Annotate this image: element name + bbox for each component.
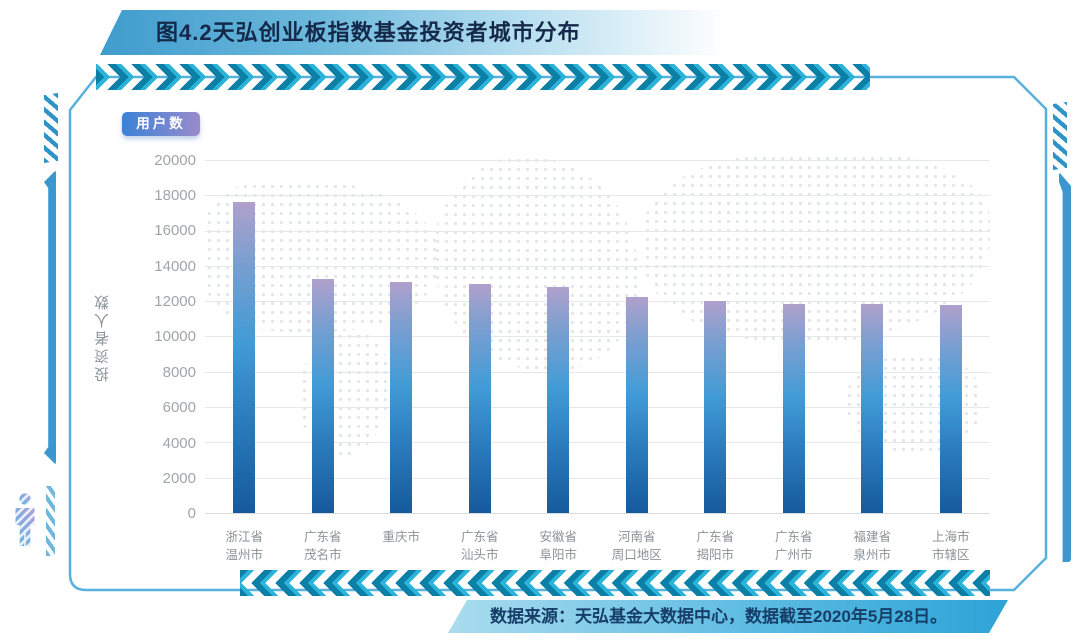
data-source-text: 数据来源：天弘基金大数据中心，数据截至2020年5月28日。 <box>490 607 948 626</box>
x-tick-label: 广东省 汕头市 <box>460 530 499 563</box>
chevron-right-band-icon <box>96 64 870 90</box>
x-tick-label: 河南省 周口地区 <box>611 530 662 563</box>
bar-slot <box>833 160 912 513</box>
legend-badge: 用户数 <box>122 112 200 136</box>
x-tick-label: 上海市 市辖区 <box>931 530 970 563</box>
bar-slot <box>362 160 441 513</box>
right-stripe-decoration <box>1053 102 1067 170</box>
x-tick-label: 广东省 揭阳市 <box>696 530 734 563</box>
bar <box>311 279 334 513</box>
person-icon <box>15 493 35 546</box>
x-tick-label: 广东省 广州市 <box>774 530 813 563</box>
gridlines <box>205 160 990 513</box>
bar-slot <box>755 160 834 513</box>
bar-slot <box>284 160 363 513</box>
bar-series <box>205 160 990 513</box>
y-axis-ticks: 20000 18000 16000 14000 12000 10000 8000… <box>154 151 196 523</box>
bar-slot <box>441 160 520 513</box>
bar <box>390 281 413 513</box>
bar <box>468 284 491 513</box>
y-axis-title: 投资者人数 <box>94 292 111 382</box>
bar <box>547 287 570 513</box>
bar <box>625 296 648 513</box>
bar <box>861 303 884 513</box>
x-tick-label: 安徽省 阜阳市 <box>539 530 577 563</box>
bar-slot <box>598 160 677 513</box>
x-axis-labels: 浙江省 温州市 广东省 茂名市 重庆市 广东省 汕头市 安徽省 阜阳市 河南省 … <box>205 528 990 564</box>
bar <box>704 301 727 513</box>
bar-slot <box>519 160 598 513</box>
x-tick-label: 广东省 茂名市 <box>303 530 342 563</box>
footer-banner: 数据来源：天弘基金大数据中心，数据截至2020年5月28日。 <box>448 600 1008 633</box>
bar <box>233 202 256 513</box>
plot-area <box>205 154 990 514</box>
x-tick-label: 重庆市 <box>382 530 420 544</box>
chevron-left-band-icon <box>240 570 990 596</box>
worldmap-dots-asia <box>643 154 990 344</box>
bar-slot <box>205 160 284 513</box>
worldmap-dots-europe-africa <box>433 156 638 371</box>
x-tick-label: 福建省 泉州市 <box>853 530 891 563</box>
person-stripe-decoration <box>46 486 55 556</box>
title-banner: 图4.2天弘创业板指数基金投资者城市分布 <box>100 10 760 55</box>
bar-slot <box>676 160 755 513</box>
bar <box>939 304 962 513</box>
x-tick-label: 浙江省 温州市 <box>225 530 263 563</box>
chart-title: 图4.2天弘创业板指数基金投资者城市分布 <box>156 20 581 45</box>
bar <box>782 303 805 513</box>
bar-slot <box>912 160 991 513</box>
left-stripe-decoration <box>44 93 58 163</box>
